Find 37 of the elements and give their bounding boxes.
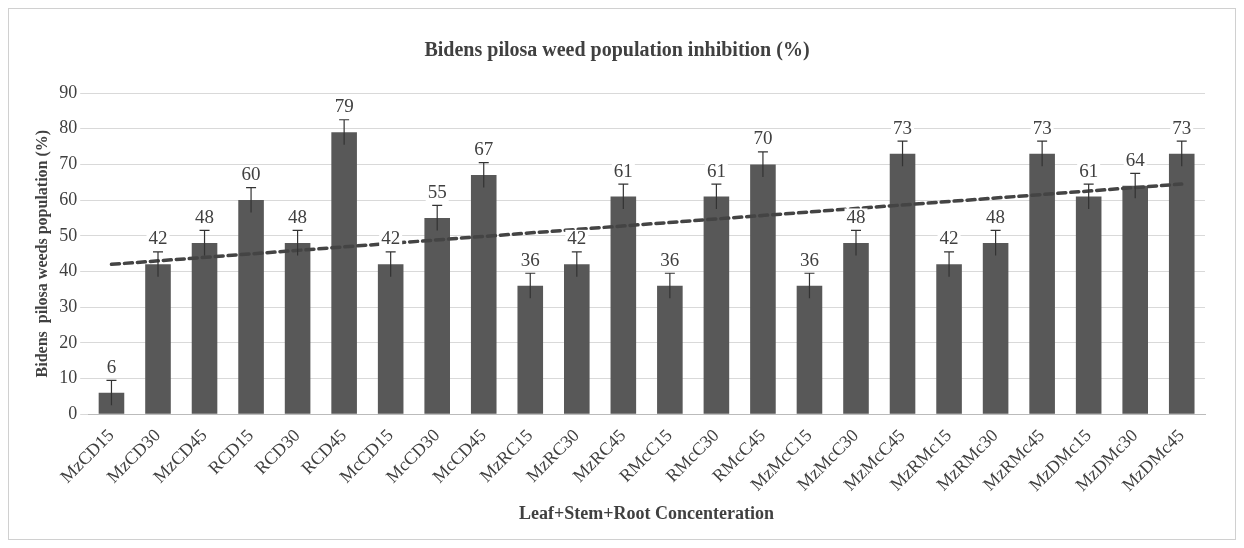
y-tick-label: 90 [59,81,78,102]
y-tick-label: 60 [59,188,78,209]
y-tick-label: 10 [59,367,78,388]
x-axis-title: Leaf+Stem+Root Concenteration [519,502,775,523]
data-label: 61 [1079,159,1099,181]
data-label: 60 [241,163,261,185]
data-label: 36 [520,248,540,270]
y-tick-label: 30 [59,295,78,316]
chart-title: Bidens pilosa weed population inhibition (%) [424,38,810,62]
y-tick-label: 70 [59,153,78,174]
data-label: 73 [1032,116,1052,138]
data-label: 61 [613,159,633,181]
y-axis-title: Bidens pilosa weeds population (%) [32,129,51,378]
data-label: 48 [288,205,308,227]
data-label: 36 [799,248,819,270]
data-label: 73 [1172,116,1192,138]
data-label: 48 [195,205,215,227]
data-label: 48 [986,205,1006,227]
y-tick-label: 80 [59,117,78,138]
data-label: 42 [148,227,168,249]
data-label: 64 [1125,148,1146,170]
y-tick-label: 0 [68,403,78,424]
y-tick-label: 20 [59,331,78,352]
data-label: 55 [427,180,447,202]
data-label: 61 [706,159,726,181]
data-label: 73 [893,116,913,138]
data-label: 42 [567,227,587,249]
data-label: 36 [660,248,680,270]
data-label: 6 [106,355,117,377]
y-tick-label: 40 [59,260,78,281]
data-label: 48 [846,205,866,227]
data-label: 70 [753,127,773,149]
data-label: 42 [381,227,401,249]
data-label: 42 [939,227,959,249]
data-label: 67 [474,138,494,160]
data-label: 79 [334,95,354,117]
y-tick-label: 50 [59,224,78,245]
